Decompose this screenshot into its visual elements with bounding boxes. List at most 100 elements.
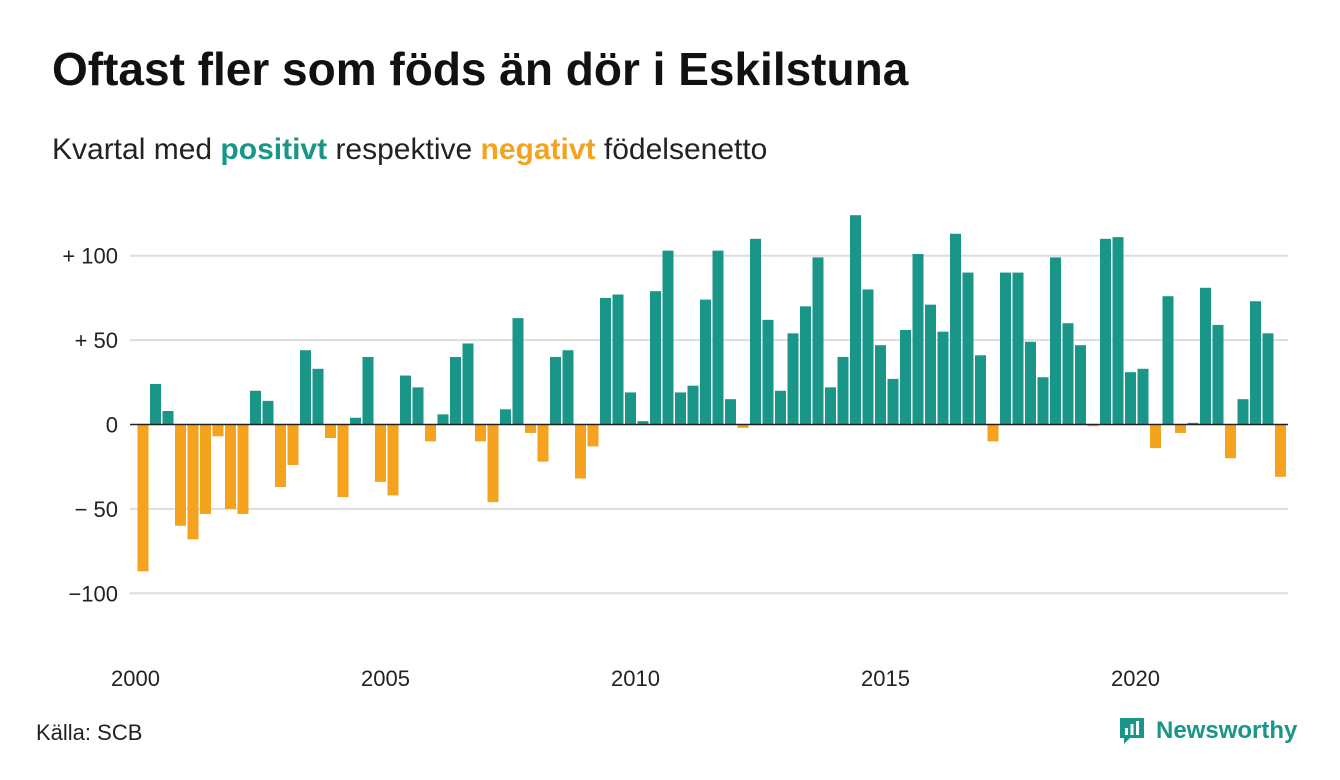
bar (925, 304, 936, 425)
bar (962, 272, 974, 425)
bar (625, 392, 636, 425)
bar (1137, 368, 1149, 425)
bar (775, 390, 786, 425)
bar (1250, 301, 1261, 425)
bar (950, 233, 961, 425)
bar (662, 250, 674, 425)
bar (762, 319, 774, 425)
bar (275, 424, 286, 487)
bar (1075, 345, 1086, 425)
bar (337, 424, 349, 498)
bar (162, 410, 174, 425)
bar (550, 356, 561, 425)
subtitle-negative-keyword: negativt (480, 133, 596, 166)
bar (512, 318, 524, 425)
y-axis-labels: + 100 + 50 0 − 50 −100 (62, 244, 118, 607)
bar (1012, 272, 1024, 425)
y-tick-label: 0 (106, 413, 118, 438)
x-tick-label: 2020 (1111, 666, 1160, 691)
bar (450, 356, 461, 425)
bar (1162, 296, 1174, 425)
bar (250, 390, 261, 425)
bar (425, 424, 436, 442)
bar (812, 257, 824, 425)
bar (412, 387, 424, 425)
bar (837, 356, 849, 425)
bar (850, 215, 861, 425)
bar (1025, 341, 1036, 425)
bar (1112, 237, 1124, 425)
bar (475, 424, 486, 442)
bar (737, 424, 749, 428)
bar (787, 333, 799, 425)
source-note: Källa: SCB (36, 720, 143, 745)
bar (350, 417, 361, 425)
bar (500, 409, 511, 425)
subtitle-positive-keyword: positivt (220, 133, 328, 166)
bar (562, 350, 574, 425)
bar (575, 424, 586, 479)
bar (1187, 422, 1199, 425)
bar (362, 356, 374, 425)
bar (150, 383, 161, 425)
bar (1087, 424, 1099, 427)
bar (200, 424, 211, 514)
bar (300, 350, 311, 425)
bars (137, 215, 1286, 572)
bar (912, 254, 924, 425)
chart-title: Oftast fler som föds än dör i Eskilstuna (52, 43, 909, 95)
y-tick-label: −100 (68, 581, 118, 606)
bar (175, 424, 186, 526)
bar (487, 424, 499, 503)
bar (675, 392, 686, 425)
y-tick-label: + 50 (75, 328, 118, 353)
bar (187, 424, 199, 540)
bar (387, 424, 399, 496)
bar (1150, 424, 1161, 449)
bar (537, 424, 549, 462)
bar (700, 299, 711, 425)
bar (1275, 424, 1286, 477)
brand-logo: Newsworthy (1118, 714, 1297, 748)
bar (800, 306, 811, 425)
bar (1125, 372, 1136, 425)
brand-name: Newsworthy (1156, 717, 1298, 744)
bar (137, 424, 149, 572)
bar (600, 297, 611, 425)
bar (612, 294, 624, 425)
bar (1237, 399, 1249, 425)
x-tick-label: 2010 (611, 666, 660, 691)
bar (1037, 377, 1049, 425)
bar (212, 424, 224, 437)
bar (687, 385, 699, 425)
bar (825, 387, 836, 425)
bar (1062, 323, 1074, 425)
bar (262, 400, 274, 425)
x-tick-label: 2005 (361, 666, 410, 691)
bar (650, 291, 661, 425)
bar (437, 414, 449, 425)
bar (975, 355, 986, 425)
bar (1000, 272, 1011, 425)
bar (875, 345, 886, 425)
bar (1200, 287, 1211, 425)
bar (987, 424, 999, 442)
bar (375, 424, 386, 482)
bar (287, 424, 299, 466)
bar (312, 368, 324, 425)
bar (1225, 424, 1236, 459)
bar (525, 424, 536, 433)
bar (1212, 324, 1224, 425)
bar (325, 424, 336, 439)
bar (237, 424, 249, 514)
bar (1262, 333, 1274, 425)
bar (712, 250, 724, 425)
bar (887, 378, 899, 425)
x-tick-label: 2015 (861, 666, 910, 691)
subtitle-lead: Kvartal med (52, 133, 213, 166)
bar (637, 421, 649, 425)
bar (725, 399, 736, 425)
newsworthy-logo-icon (1120, 718, 1144, 744)
bar (1175, 424, 1186, 433)
